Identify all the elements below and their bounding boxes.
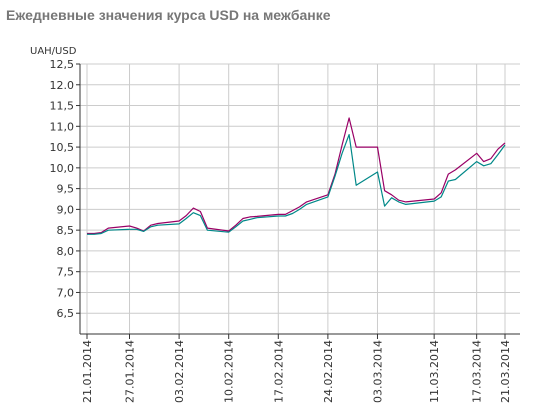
x-tick-label: 27.01.2014 (124, 340, 137, 403)
x-tick-label: 21.01.2014 (81, 340, 94, 403)
y-tick-label: 8,5 (57, 224, 75, 237)
y-tick-label: 10,5 (50, 141, 75, 154)
x-tick-labels: 21.01.2014 27.01.2014 03.02.2014 10.02.2014… (81, 334, 512, 403)
y-tick-labels: 12,5 12.0 11,5 11,0 10,5 10,0 9,5 9,0 8,5 8,0 7,5 7… (50, 58, 80, 320)
x-tick-label: 10.02.2014 (223, 340, 236, 403)
x-tick-label: 03.02.2014 (173, 340, 186, 403)
y-tick-label: 12.0 (50, 79, 75, 92)
y-tick-label: 7,5 (57, 266, 75, 279)
series-line-2 (87, 134, 506, 235)
y-axis-label: UAH/USD (30, 46, 77, 57)
y-tick-label: 12,5 (50, 58, 75, 71)
y-tick-label: 10,0 (50, 162, 75, 175)
chart-title: Ежедневные значения курса USD на межбанк… (6, 7, 331, 23)
series-line-1 (87, 117, 506, 235)
grid (80, 63, 520, 334)
x-tick-label: 17.02.2014 (272, 340, 285, 403)
y-tick-label: 7,0 (57, 286, 75, 299)
x-tick-label: 17.03.2014 (471, 340, 484, 403)
y-tick-label: 11,5 (50, 100, 75, 113)
y-tick-label: 8,0 (57, 245, 75, 258)
y-tick-label: 9,0 (57, 203, 75, 216)
y-tick-label: 9,5 (57, 183, 75, 196)
y-tick-label: 6,5 (57, 307, 75, 320)
x-tick-label: 21.03.2014 (499, 340, 512, 403)
y-tick-label: 11,0 (50, 120, 75, 133)
axes (79, 64, 520, 335)
x-tick-label: 11.03.2014 (428, 340, 441, 403)
x-tick-label: 03.03.2014 (371, 340, 384, 403)
x-tick-label: 24.02.2014 (322, 340, 335, 403)
series (87, 117, 506, 235)
